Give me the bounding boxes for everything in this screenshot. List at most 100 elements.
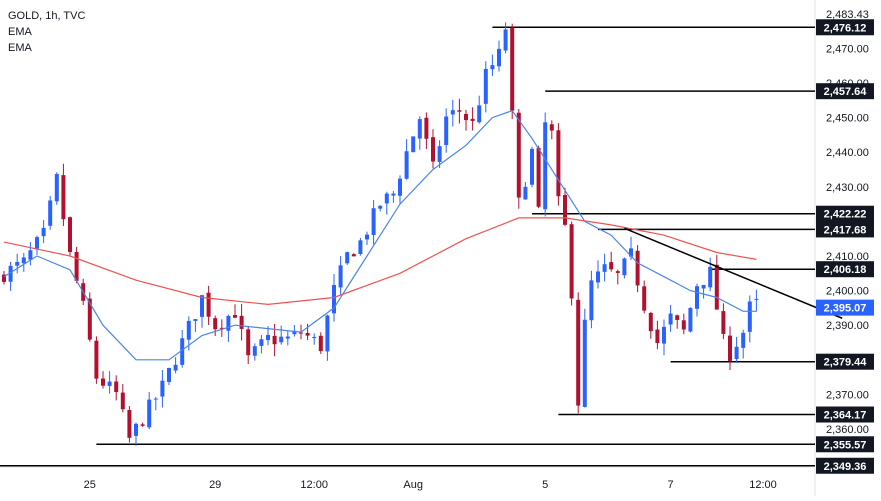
- candle-down[interactable]: [318, 335, 323, 352]
- plot-area[interactable]: [0, 0, 815, 467]
- candle-down[interactable]: [470, 118, 475, 121]
- candle-up[interactable]: [21, 257, 26, 264]
- candle-up[interactable]: [622, 258, 627, 276]
- candle-down[interactable]: [120, 392, 125, 410]
- candle-up[interactable]: [325, 315, 330, 352]
- candle-up[interactable]: [483, 68, 488, 104]
- candle-up[interactable]: [48, 200, 53, 226]
- candle-up[interactable]: [411, 136, 416, 153]
- candle-up[interactable]: [15, 261, 20, 266]
- candle-up[interactable]: [444, 116, 449, 146]
- candle-up[interactable]: [54, 174, 59, 202]
- candle-down[interactable]: [576, 299, 581, 406]
- candle-up[interactable]: [292, 330, 297, 335]
- candle-up[interactable]: [497, 48, 501, 67]
- candle-down[interactable]: [569, 224, 574, 299]
- candle-up[interactable]: [589, 280, 594, 321]
- candle-up[interactable]: [734, 346, 739, 360]
- candle-up[interactable]: [391, 193, 396, 196]
- candle-up[interactable]: [668, 313, 673, 325]
- candle-down[interactable]: [239, 315, 244, 329]
- candle-down[interactable]: [464, 113, 468, 121]
- candle-down[interactable]: [140, 424, 145, 426]
- candle-up[interactable]: [523, 186, 528, 200]
- candle-down[interactable]: [648, 312, 653, 332]
- candle-up[interactable]: [503, 29, 508, 51]
- candle-down[interactable]: [213, 318, 218, 330]
- candle-down[interactable]: [206, 292, 211, 317]
- candle-up[interactable]: [193, 319, 198, 321]
- candle-down[interactable]: [556, 130, 561, 197]
- descending-trendline[interactable]: [624, 227, 843, 319]
- candle-down[interactable]: [431, 137, 435, 162]
- candle-down[interactable]: [675, 315, 680, 320]
- candle-up[interactable]: [477, 105, 482, 123]
- candle-down[interactable]: [655, 329, 660, 344]
- candle-up[interactable]: [338, 265, 343, 288]
- candle-up[interactable]: [596, 271, 600, 283]
- candle-down[interactable]: [681, 320, 686, 330]
- candle-down[interactable]: [609, 262, 614, 270]
- candle-down[interactable]: [642, 286, 647, 311]
- candle-down[interactable]: [246, 329, 251, 356]
- ema-line-1[interactable]: [3, 109, 757, 361]
- candle-up[interactable]: [398, 178, 402, 196]
- candle-up[interactable]: [134, 423, 138, 436]
- symbol-label[interactable]: GOLD, 1h, TVC: [8, 10, 86, 22]
- candle-up[interactable]: [701, 284, 706, 289]
- candle-up[interactable]: [450, 110, 455, 115]
- candle-up[interactable]: [285, 336, 290, 339]
- candle-up[interactable]: [358, 240, 363, 255]
- candle-up[interactable]: [259, 339, 264, 346]
- candle-down[interactable]: [615, 271, 620, 273]
- candle-up[interactable]: [530, 148, 534, 185]
- candle-up[interactable]: [688, 307, 693, 332]
- candle-up[interactable]: [437, 146, 442, 162]
- candle-down[interactable]: [351, 254, 356, 257]
- candle-up[interactable]: [266, 334, 270, 341]
- candle-up[interactable]: [365, 234, 369, 240]
- candle-down[interactable]: [549, 124, 554, 131]
- candle-up[interactable]: [200, 295, 204, 317]
- candle-down[interactable]: [563, 195, 567, 225]
- candle-up[interactable]: [695, 286, 699, 309]
- candle-up[interactable]: [543, 122, 548, 210]
- candle-down[interactable]: [299, 332, 303, 334]
- candle-up[interactable]: [180, 338, 185, 365]
- candle-up[interactable]: [186, 320, 191, 340]
- candle-down[interactable]: [87, 298, 92, 340]
- candle-down[interactable]: [305, 332, 310, 336]
- candle-up[interactable]: [490, 65, 495, 70]
- candle-down[interactable]: [61, 175, 66, 220]
- candle-up[interactable]: [384, 193, 389, 204]
- candle-up[interactable]: [173, 364, 178, 371]
- candle-up[interactable]: [602, 264, 607, 272]
- candle-up[interactable]: [8, 265, 13, 282]
- candle-down[interactable]: [635, 250, 640, 286]
- candle-down[interactable]: [714, 264, 719, 310]
- candle-up[interactable]: [153, 398, 158, 400]
- ema-indicator-label-1[interactable]: EMA: [8, 26, 32, 38]
- candle-up[interactable]: [147, 399, 152, 428]
- candle-up[interactable]: [41, 227, 46, 237]
- candle-up[interactable]: [754, 298, 759, 300]
- candle-up[interactable]: [662, 326, 666, 344]
- ema-indicator-label-2[interactable]: EMA: [8, 42, 32, 54]
- candle-up[interactable]: [160, 380, 165, 397]
- candle-down[interactable]: [457, 110, 462, 112]
- candle-down[interactable]: [536, 147, 541, 207]
- candle-down[interactable]: [272, 335, 277, 345]
- candle-up[interactable]: [312, 336, 317, 339]
- candle-up[interactable]: [167, 367, 171, 382]
- candle-up[interactable]: [747, 301, 752, 332]
- candle-down[interactable]: [68, 217, 72, 253]
- candle-down[interactable]: [219, 327, 224, 329]
- ema-line-2[interactable]: [3, 217, 757, 306]
- candle-up[interactable]: [107, 381, 112, 386]
- candle-up[interactable]: [332, 284, 336, 314]
- candle-down[interactable]: [728, 335, 732, 361]
- candle-down[interactable]: [74, 251, 79, 281]
- candle-up[interactable]: [582, 319, 587, 407]
